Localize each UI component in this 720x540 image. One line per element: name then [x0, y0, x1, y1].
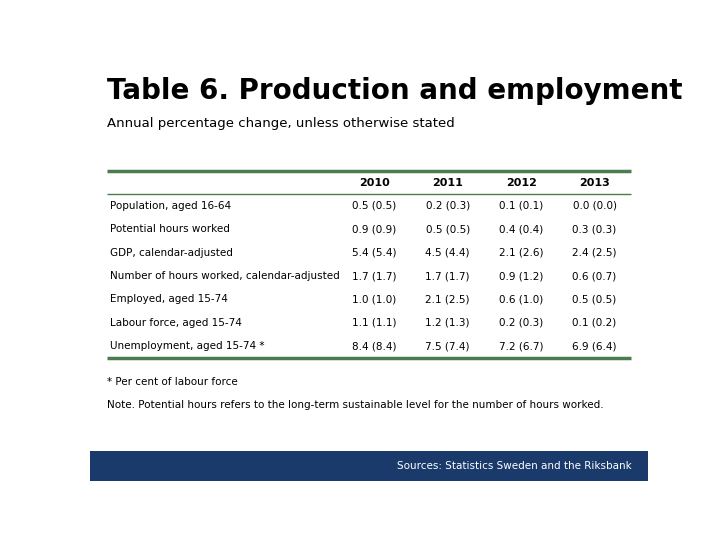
Text: Labour force, aged 15-74: Labour force, aged 15-74 [109, 318, 241, 328]
Text: Unemployment, aged 15-74 *: Unemployment, aged 15-74 * [109, 341, 264, 351]
Text: 0.5 (0.5): 0.5 (0.5) [352, 201, 397, 211]
Text: 0.9 (1.2): 0.9 (1.2) [499, 271, 544, 281]
Text: GDP, calendar-adjusted: GDP, calendar-adjusted [109, 248, 233, 258]
Text: 2013: 2013 [579, 178, 610, 187]
Text: Table 6. Production and employment: Table 6. Production and employment [107, 77, 683, 105]
Text: 2011: 2011 [432, 178, 463, 187]
Text: 0.1 (0.1): 0.1 (0.1) [499, 201, 543, 211]
Text: 0.0 (0.0): 0.0 (0.0) [572, 201, 616, 211]
Text: Population, aged 16-64: Population, aged 16-64 [109, 201, 230, 211]
Text: 0.1 (0.2): 0.1 (0.2) [572, 318, 616, 328]
Text: 8.4 (8.4): 8.4 (8.4) [352, 341, 397, 351]
Text: 2.1 (2.5): 2.1 (2.5) [426, 294, 470, 305]
Text: 0.5 (0.5): 0.5 (0.5) [572, 294, 616, 305]
Text: 1.1 (1.1): 1.1 (1.1) [352, 318, 397, 328]
Text: Number of hours worked, calendar-adjusted: Number of hours worked, calendar-adjuste… [109, 271, 339, 281]
Text: 2.1 (2.6): 2.1 (2.6) [499, 248, 544, 258]
Text: Sources: Statistics Sweden and the Riksbank: Sources: Statistics Sweden and the Riksb… [397, 461, 631, 471]
Text: 0.2 (0.3): 0.2 (0.3) [426, 201, 470, 211]
Text: 0.2 (0.3): 0.2 (0.3) [499, 318, 543, 328]
Text: 0.6 (1.0): 0.6 (1.0) [499, 294, 543, 305]
Text: 6.9 (6.4): 6.9 (6.4) [572, 341, 617, 351]
Text: 0.6 (0.7): 0.6 (0.7) [572, 271, 616, 281]
Text: 2.4 (2.5): 2.4 (2.5) [572, 248, 617, 258]
Text: 0.3 (0.3): 0.3 (0.3) [572, 224, 616, 234]
FancyBboxPatch shape [90, 451, 648, 481]
Text: SVERIGES
RIKSBANK: SVERIGES RIKSBANK [643, 66, 683, 79]
Text: 4.5 (4.4): 4.5 (4.4) [426, 248, 470, 258]
Text: ✿: ✿ [654, 32, 672, 53]
Text: Note. Potential hours refers to the long-term sustainable level for the number o: Note. Potential hours refers to the long… [107, 400, 603, 409]
Text: 1.7 (1.7): 1.7 (1.7) [426, 271, 470, 281]
Text: 5.4 (5.4): 5.4 (5.4) [352, 248, 397, 258]
Text: 7.5 (7.4): 7.5 (7.4) [426, 341, 470, 351]
Text: 0.9 (0.9): 0.9 (0.9) [352, 224, 397, 234]
Text: * Per cent of labour force: * Per cent of labour force [107, 377, 238, 387]
Text: 2012: 2012 [505, 178, 536, 187]
Text: 0.5 (0.5): 0.5 (0.5) [426, 224, 470, 234]
Text: 1.0 (1.0): 1.0 (1.0) [352, 294, 397, 305]
Text: 2010: 2010 [359, 178, 390, 187]
Text: 7.2 (6.7): 7.2 (6.7) [499, 341, 544, 351]
Text: 1.7 (1.7): 1.7 (1.7) [352, 271, 397, 281]
Text: Employed, aged 15-74: Employed, aged 15-74 [109, 294, 228, 305]
Text: 1.2 (1.3): 1.2 (1.3) [426, 318, 470, 328]
Text: Potential hours worked: Potential hours worked [109, 224, 230, 234]
Text: Annual percentage change, unless otherwise stated: Annual percentage change, unless otherwi… [107, 117, 454, 130]
Text: 0.4 (0.4): 0.4 (0.4) [499, 224, 543, 234]
